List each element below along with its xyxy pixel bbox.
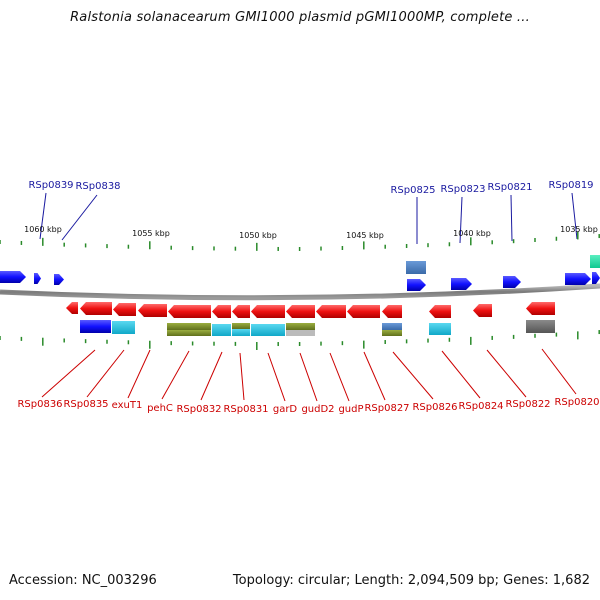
- feature-block: [212, 324, 231, 336]
- gene-label[interactable]: RSp0824: [458, 401, 503, 412]
- gene-label[interactable]: RSp0821: [487, 182, 532, 193]
- ruler-labels: 1060 kbp 1055 kbp 1050 kbp 1045 kbp 1040…: [24, 225, 598, 240]
- reverse-gene-arrow: [473, 304, 492, 317]
- feature-blocks: [80, 255, 600, 336]
- feature-block: [429, 323, 451, 335]
- leader-line: [329, 352, 350, 402]
- leader-line: [299, 352, 318, 402]
- gene-label[interactable]: RSp0835: [63, 399, 108, 410]
- gene-label[interactable]: RSp0825: [390, 185, 435, 196]
- gene-label[interactable]: exuT1: [112, 400, 143, 411]
- accession-text: Accession: NC_003296: [9, 573, 157, 588]
- forward-gene-arrow: [0, 271, 26, 283]
- reverse-gene-arrow: [66, 302, 78, 314]
- forward-gene-arrow: [34, 273, 41, 284]
- reverse-gene-arrow: [113, 303, 136, 316]
- feature-block: [590, 255, 600, 268]
- leader-line: [86, 349, 125, 398]
- reverse-gene-arrow: [251, 305, 285, 318]
- feature-block: [382, 330, 402, 336]
- gene-label[interactable]: RSp0838: [75, 181, 120, 192]
- reverse-gene-arrow: [316, 305, 346, 318]
- forward-gene-arrow: [407, 279, 426, 291]
- feature-block: [112, 321, 135, 334]
- leader-line: [41, 349, 96, 398]
- reverse-gene-arrow: [232, 305, 250, 318]
- gene-label[interactable]: RSp0827: [364, 403, 409, 414]
- feature-block: [286, 330, 315, 336]
- forward-gene-arrow: [54, 274, 64, 285]
- forward-gene-arrow: [565, 273, 591, 285]
- map-title: Ralstonia solanacearum GMI1000 plasmid p…: [70, 10, 530, 25]
- forward-gene-arrow: [503, 276, 521, 288]
- feature-block: [80, 320, 111, 333]
- forward-genes: [0, 271, 600, 291]
- ruler-label: 1055 kbp: [132, 229, 170, 238]
- gene-label[interactable]: RSp0832: [176, 404, 221, 415]
- gene-label[interactable]: RSp0820: [554, 397, 599, 408]
- genome-stats-text: Topology: circular; Length: 2,094,509 bp…: [232, 573, 590, 588]
- leader-line: [510, 194, 513, 242]
- leader-line: [541, 348, 577, 395]
- gene-label[interactable]: RSp0826: [412, 402, 457, 413]
- top-gene-labels: RSp0839 RSp0838 RSp0825 RSp0823 RSp0821 …: [28, 180, 593, 196]
- reverse-gene-arrow: [429, 305, 451, 318]
- reverse-gene-arrow: [80, 302, 112, 315]
- leader-line: [267, 352, 286, 402]
- reverse-gene-arrow: [382, 305, 402, 318]
- feature-block: [382, 323, 402, 330]
- leader-line: [392, 351, 434, 400]
- ruler-label: 1050 kbp: [239, 231, 277, 240]
- leader-line: [363, 351, 386, 401]
- leader-line: [239, 352, 245, 401]
- gene-label[interactable]: RSp0839: [28, 180, 73, 191]
- reverse-gene-arrow: [347, 305, 380, 318]
- feature-block: [167, 323, 211, 330]
- gene-label[interactable]: pehC: [147, 403, 173, 414]
- gene-label[interactable]: RSp0822: [505, 399, 550, 410]
- gene-label[interactable]: RSp0819: [548, 180, 593, 191]
- genome-backbone: [0, 283, 600, 301]
- reverse-gene-arrow: [526, 302, 555, 315]
- gene-label[interactable]: gudP: [338, 404, 363, 415]
- gene-label[interactable]: RSp0836: [17, 399, 62, 410]
- tick-marks: [0, 231, 600, 350]
- gene-label[interactable]: RSp0823: [440, 184, 485, 195]
- reverse-genes: [66, 302, 555, 318]
- leader-line: [161, 350, 190, 400]
- bottom-gene-labels: RSp0836 RSp0835 exuT1 pehC RSp0832 RSp08…: [17, 397, 599, 415]
- reverse-gene-arrow: [138, 304, 167, 317]
- ruler-label: 1060 kbp: [24, 225, 62, 234]
- reverse-gene-arrow: [212, 305, 231, 318]
- feature-block: [232, 329, 250, 336]
- ruler-label: 1045 kbp: [346, 231, 384, 240]
- ruler-label: 1035 kbp: [560, 225, 598, 234]
- feature-block: [406, 261, 426, 274]
- leader-line: [61, 194, 98, 241]
- feature-block: [286, 323, 315, 330]
- forward-gene-arrow: [451, 278, 472, 290]
- ruler-label: 1040 kbp: [453, 229, 491, 238]
- leader-lines: [39, 192, 578, 402]
- gene-label[interactable]: RSp0831: [223, 404, 268, 415]
- feature-block: [251, 324, 285, 336]
- feature-block: [232, 323, 250, 329]
- gene-label[interactable]: garD: [273, 404, 298, 415]
- leader-line: [200, 351, 223, 401]
- leader-line: [127, 349, 151, 399]
- feature-block: [167, 330, 211, 336]
- gene-label[interactable]: gudD2: [301, 404, 334, 415]
- leader-line: [459, 196, 463, 244]
- reverse-gene-arrow: [168, 305, 211, 318]
- forward-gene-arrow: [592, 272, 600, 284]
- reverse-gene-arrow: [286, 305, 315, 318]
- feature-block: [526, 320, 555, 333]
- leader-line: [441, 350, 481, 399]
- leader-line: [571, 192, 578, 240]
- leader-line: [39, 192, 47, 240]
- leader-line: [486, 349, 527, 398]
